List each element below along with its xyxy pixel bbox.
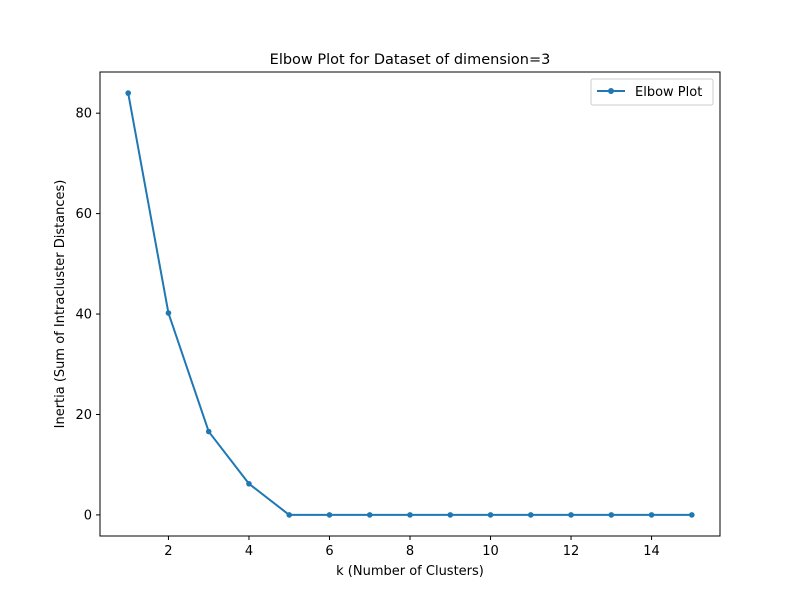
- data-point: [205, 428, 212, 435]
- data-point: [487, 512, 494, 518]
- x-tick-label: 8: [406, 544, 414, 559]
- y-tick-label: 20: [75, 408, 92, 423]
- legend: Elbow Plot: [590, 78, 714, 106]
- series-layer: [125, 90, 695, 518]
- x-axis-label: k (Number of Clusters): [336, 564, 484, 579]
- x-tick-label: 14: [643, 544, 660, 559]
- y-tick-label: 0: [84, 508, 92, 523]
- chart-title: Elbow Plot for Dataset of dimension=3: [270, 52, 551, 68]
- data-point: [366, 512, 373, 518]
- data-point: [165, 310, 172, 316]
- y-axis-label: Inertia (Sum of Intracluster Distances): [53, 180, 68, 429]
- x-tick-label: 2: [164, 544, 172, 559]
- data-point: [246, 480, 252, 487]
- y-tick-label: 60: [75, 207, 92, 222]
- legend-box: [590, 78, 714, 106]
- data-point: [648, 512, 655, 518]
- y-tick-label: 40: [75, 308, 92, 323]
- data-point: [608, 512, 615, 518]
- x-tick-label: 10: [482, 544, 499, 559]
- data-point: [527, 512, 534, 518]
- data-point: [286, 512, 293, 518]
- x-tick-label: 12: [563, 544, 580, 559]
- x-tick-label: 4: [245, 544, 253, 559]
- data-point: [326, 512, 333, 518]
- legend-marker-swatch: [608, 88, 614, 94]
- data-point: [407, 512, 413, 518]
- x-tick-label: 6: [325, 544, 333, 559]
- data-point: [447, 512, 454, 518]
- data-point: [568, 512, 574, 518]
- axes-frame: [99, 71, 721, 537]
- legend-label: Elbow Plot: [635, 85, 702, 100]
- data-point: [125, 90, 131, 96]
- data-point: [689, 512, 695, 518]
- y-axis-ticks: 0 20 40 60 80: [75, 107, 100, 523]
- y-tick-label: 80: [75, 107, 92, 122]
- x-axis-ticks: 2 4 6 8 10 12 14: [164, 536, 660, 559]
